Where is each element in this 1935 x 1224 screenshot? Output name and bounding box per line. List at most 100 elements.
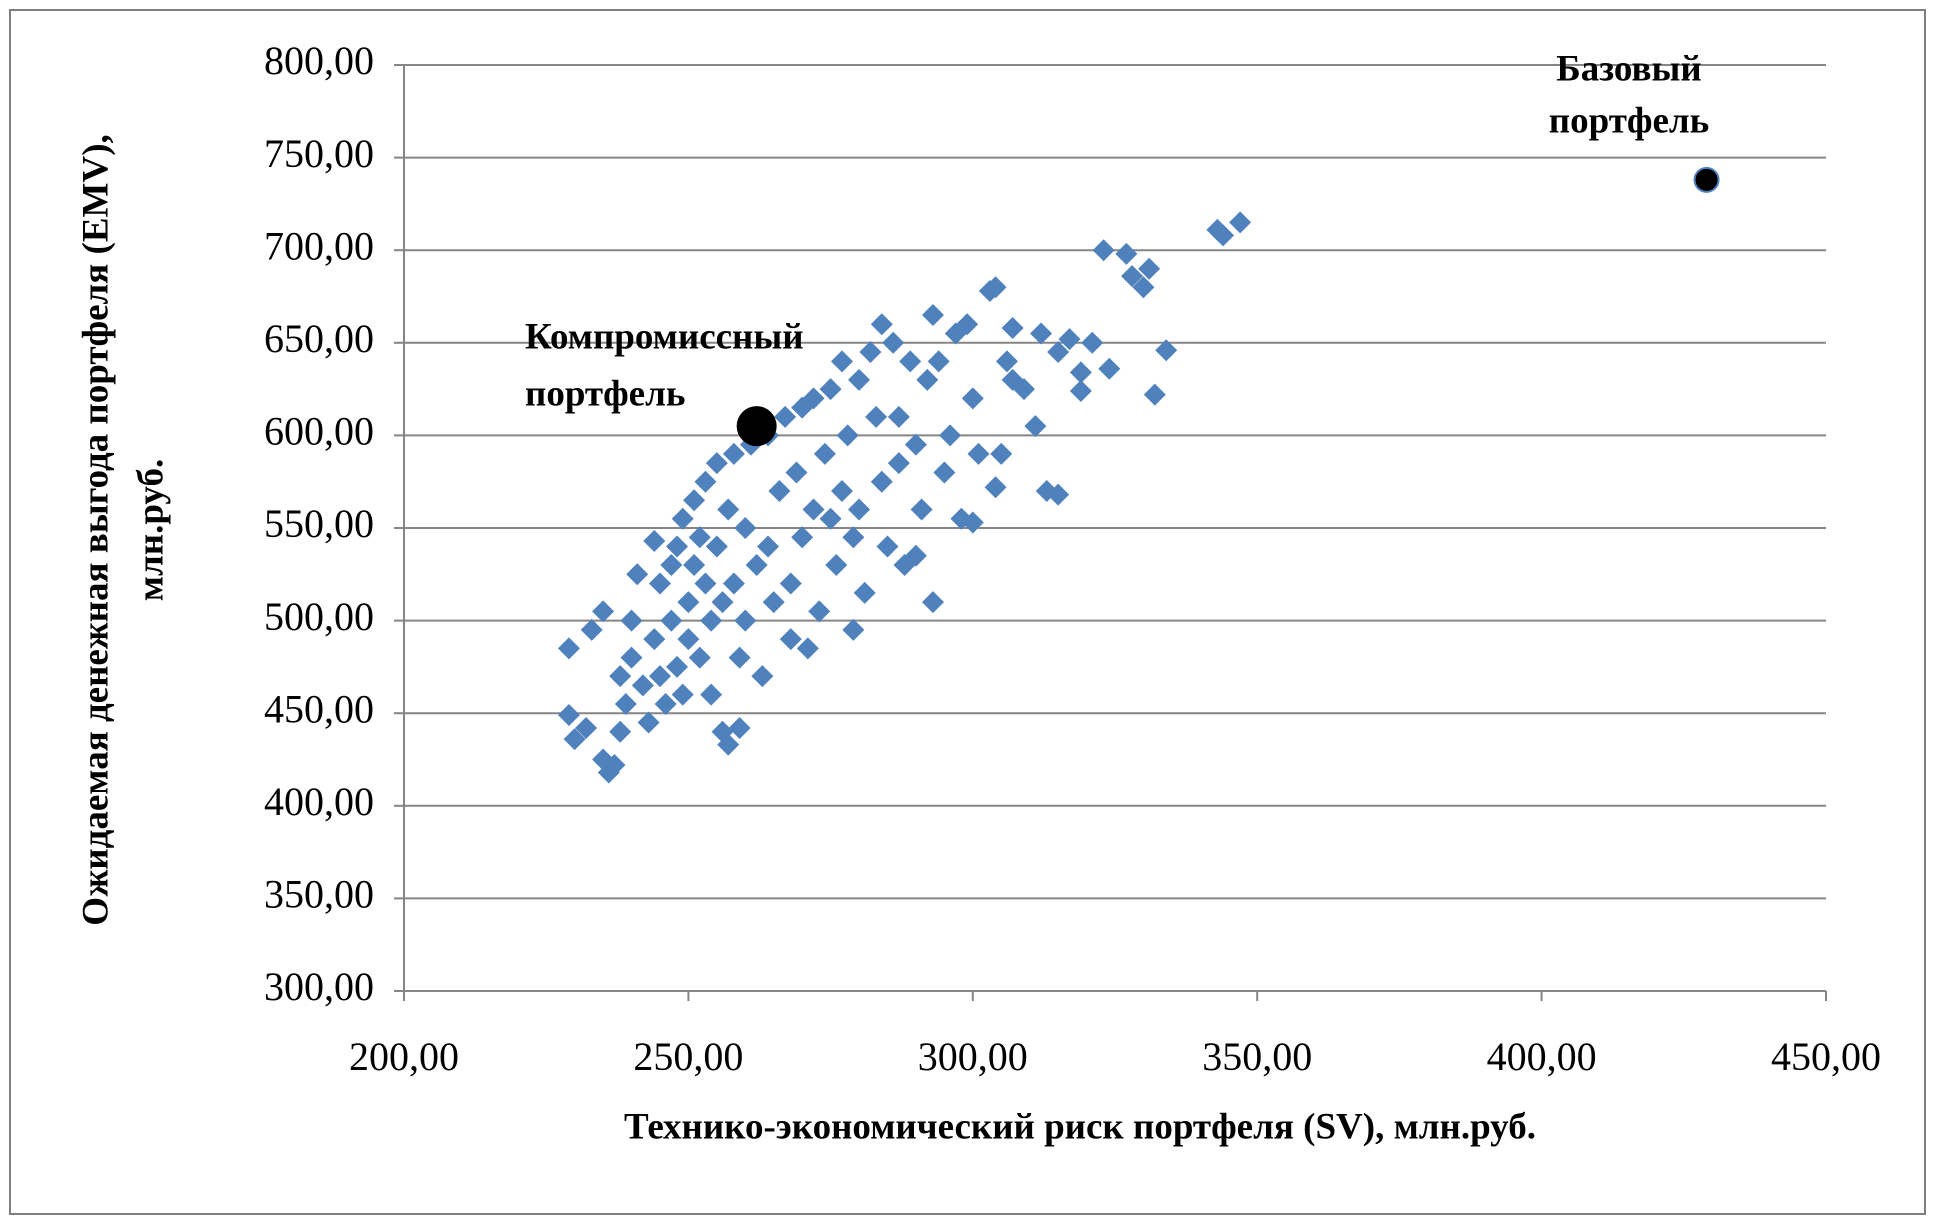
scatter-point <box>842 526 865 549</box>
scatter-point <box>728 717 751 740</box>
scatter-point <box>990 442 1013 465</box>
scatter-point <box>830 479 853 502</box>
y-tick-label: 650,00 <box>264 316 374 361</box>
x-axis-title: Технико-экономический риск портфеля (SV)… <box>624 1106 1536 1147</box>
scatter-point <box>1155 339 1178 362</box>
y-axis-title-line: млн.руб. <box>130 459 171 601</box>
scatter-point <box>1138 257 1161 280</box>
scatter-point <box>995 350 1018 373</box>
x-tick-label: 450,00 <box>1771 1034 1881 1079</box>
scatter-point <box>1024 415 1047 438</box>
y-tick-label: 400,00 <box>264 779 374 824</box>
scatter-point <box>887 405 910 428</box>
y-tick-label: 800,00 <box>264 38 374 83</box>
scatter-point <box>557 704 580 727</box>
y-tick-label: 700,00 <box>264 223 374 268</box>
annotation-label: портфель <box>1549 100 1709 141</box>
annotation-label: портфель <box>525 373 685 414</box>
scatter-point <box>717 498 740 521</box>
scatter-point <box>848 368 871 391</box>
scatter-point <box>904 433 927 456</box>
scatter-point <box>802 387 825 410</box>
scatter-point <box>614 692 637 715</box>
scatter-point <box>688 646 711 669</box>
scatter-point <box>757 535 780 558</box>
scatter-point <box>648 665 671 688</box>
scatter-point <box>734 609 757 632</box>
scatter-point <box>671 683 694 706</box>
scatter-point <box>967 442 990 465</box>
scatter-point <box>745 554 768 577</box>
scatter-point <box>825 554 848 577</box>
y-tick-label: 550,00 <box>264 501 374 546</box>
scatter-point <box>660 554 683 577</box>
y-tick-label: 350,00 <box>264 872 374 917</box>
scatter-point <box>592 600 615 623</box>
chart-border <box>9 9 1926 1215</box>
scatter-point <box>785 461 808 484</box>
scatter-point <box>677 628 700 651</box>
scatter-point <box>1098 357 1121 380</box>
scatter-point <box>899 350 922 373</box>
scatter-point <box>853 581 876 604</box>
scatter-point <box>791 526 814 549</box>
scatter-point <box>865 405 888 428</box>
scatter-point <box>956 313 979 336</box>
scatter-point <box>819 378 842 401</box>
scatter-point <box>563 728 586 751</box>
scatter-point <box>1115 242 1138 265</box>
y-tick-label: 600,00 <box>264 409 374 454</box>
scatter-point <box>654 692 677 715</box>
y-axis-title: Ожидаемая денежная выгода портфеля (EMV)… <box>75 134 171 926</box>
scatter-point <box>933 461 956 484</box>
scatter-point <box>1229 211 1252 234</box>
scatter-point <box>762 591 785 614</box>
scatter-point <box>580 618 603 641</box>
scatter-point <box>666 655 689 678</box>
scatter-point <box>694 572 717 595</box>
scatter-point <box>1081 331 1104 354</box>
scatter-point <box>808 600 831 623</box>
scatter-point <box>643 628 666 651</box>
scatter-point <box>728 646 751 669</box>
scatter-point <box>609 665 632 688</box>
y-tick-label: 300,00 <box>264 964 374 1009</box>
x-tick-label: 250,00 <box>633 1034 743 1079</box>
scatter-point <box>927 350 950 373</box>
scatter-point <box>626 563 649 586</box>
scatter-point <box>660 609 683 632</box>
scatter-point <box>779 572 802 595</box>
y-tick-label: 450,00 <box>264 686 374 731</box>
scatter-point <box>694 470 717 493</box>
scatter-point <box>802 498 825 521</box>
x-tick-label: 400,00 <box>1487 1034 1597 1079</box>
annotation-label: Базовый <box>1556 48 1701 89</box>
scatter-point <box>751 665 774 688</box>
scatter-point <box>1121 265 1144 288</box>
y-tick-label: 500,00 <box>264 594 374 639</box>
scatter-point <box>700 609 723 632</box>
scatter-point <box>1092 239 1115 262</box>
scatter-point <box>1212 224 1235 247</box>
scatter-point <box>557 637 580 660</box>
scatter-point <box>575 717 598 740</box>
scatter-point <box>688 526 711 549</box>
scatter-point <box>904 544 927 567</box>
scatter-point <box>848 498 871 521</box>
scatter-point <box>1143 383 1166 406</box>
annotation-point <box>736 406 777 447</box>
scatter-point <box>870 313 893 336</box>
y-tick-label: 750,00 <box>264 131 374 176</box>
scatter-point <box>705 535 728 558</box>
scatter-point <box>683 489 706 512</box>
scatter-point <box>961 387 984 410</box>
scatter-point <box>722 572 745 595</box>
scatter-point <box>705 452 728 475</box>
scatter-point <box>631 674 654 697</box>
scatter-point <box>910 498 933 521</box>
scatter-point <box>819 507 842 530</box>
scatter-point <box>648 572 671 595</box>
scatter-point <box>603 754 626 777</box>
annotation-label: Компромиссный <box>525 316 804 357</box>
